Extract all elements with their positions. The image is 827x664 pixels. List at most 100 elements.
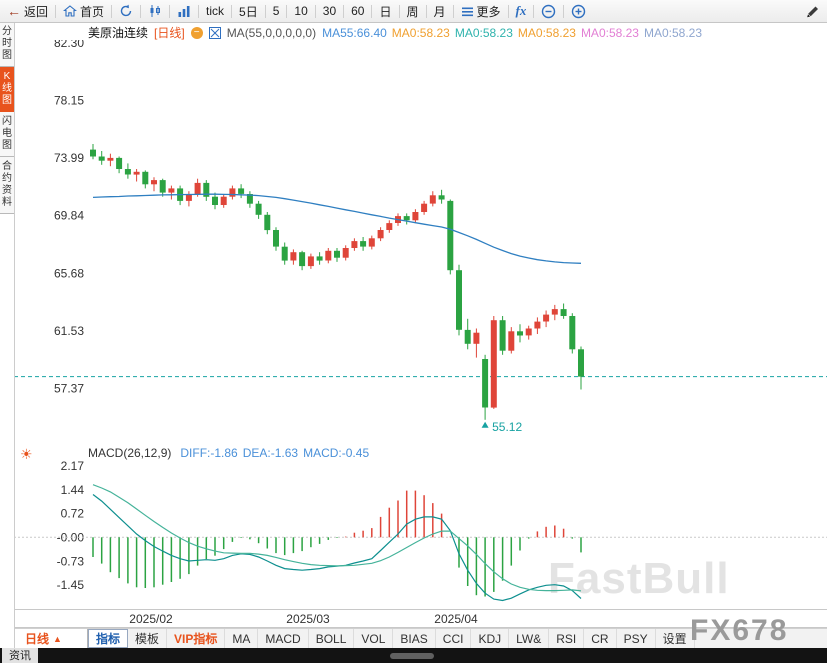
candle-body [168, 188, 175, 193]
candle-body [203, 182, 210, 197]
tab-设置[interactable]: 设置 [656, 629, 695, 648]
candle-body [212, 196, 218, 205]
ma-value: MA0:58.23 [517, 25, 576, 40]
price-axis-label: 61.53 [54, 324, 84, 338]
toolbar-divider [314, 4, 316, 18]
dea-line [92, 484, 582, 592]
tab-CR[interactable]: CR [584, 629, 617, 648]
tab-指标[interactable]: 指标 [88, 629, 129, 648]
ma-value: MA0:58.23 [454, 25, 513, 40]
candle-body [368, 238, 375, 247]
period-5min-button-label: 5 [272, 4, 280, 18]
rail-item-tab[interactable]: 闪电图 [0, 112, 14, 157]
fx-indicator-button[interactable]: fx [509, 0, 534, 22]
candle-body [578, 349, 584, 377]
zoom-in-button[interactable] [564, 0, 593, 22]
tab-BIAS[interactable]: BIAS [393, 629, 436, 648]
kline-chart-button[interactable] [141, 0, 169, 22]
candle-body [281, 246, 288, 261]
period-30min-button[interactable]: 30 [316, 0, 343, 22]
tab-RSI[interactable]: RSI [549, 629, 585, 648]
candle-body [499, 320, 506, 351]
tab-CCI[interactable]: CCI [436, 629, 472, 648]
candle-body [255, 203, 262, 215]
tab-VOL[interactable]: VOL [354, 629, 394, 648]
rail-item-active[interactable]: K线图 [0, 67, 14, 112]
tab-MACD[interactable]: MACD [258, 629, 309, 648]
price-axis-label: 57.37 [54, 382, 84, 396]
rail-item-tab[interactable]: 合约资料 [0, 157, 14, 214]
rail-item-tab[interactable]: 分时图 [0, 22, 14, 67]
toolbar-divider [507, 4, 509, 18]
candle-body [116, 157, 123, 169]
period-10min-button[interactable]: 10 [287, 0, 314, 22]
kline-icon [148, 4, 162, 18]
candle-body [447, 200, 454, 271]
collapse-icon[interactable]: − [190, 26, 203, 39]
macd-values: DIFF:-1.86 DEA:-1.63 MACD:-0.45 [180, 446, 374, 460]
candle-body [473, 332, 480, 344]
volume-chart-button[interactable] [170, 0, 198, 22]
macd-axis-label: 1.44 [61, 483, 85, 497]
zoom-out-button[interactable] [534, 0, 563, 22]
candle-body [490, 320, 497, 408]
tab-VIP指标[interactable]: VIP指标 [167, 629, 226, 648]
toolbar-divider [111, 4, 113, 18]
candle-body [429, 195, 436, 204]
back-button-label: 返回 [24, 4, 49, 19]
candle-body [90, 149, 96, 157]
tab-KDJ[interactable]: KDJ [471, 629, 510, 648]
candle-body [551, 309, 558, 315]
toolbar-divider [169, 4, 171, 18]
tab-LW&[interactable]: LW& [509, 629, 550, 648]
tab-模板[interactable]: 模板 [128, 629, 168, 648]
macd-chart[interactable]: 2.171.440.72-0.00-0.73-1.45 [14, 460, 827, 610]
candle-body [360, 241, 367, 247]
period-60min-button[interactable]: 60 [344, 0, 371, 22]
toolbar-divider [264, 4, 266, 18]
macd-value: MACD:-0.45 [303, 446, 370, 460]
x-axis: 2025/02 2025/03 2025/04 [14, 609, 827, 628]
period-month-button[interactable]: 月 [427, 0, 453, 22]
candle-body [386, 223, 393, 230]
toolbar-divider [398, 4, 400, 18]
candle-body [151, 180, 157, 185]
period-30min-button-label: 30 [322, 4, 337, 18]
macd-header: MACD(26,12,9) DIFF:-1.86 DEA:-1.63 MACD:-0… [88, 446, 374, 460]
candle-body [421, 203, 428, 212]
candle-body [560, 309, 567, 316]
diff-line [92, 494, 582, 602]
refresh-button[interactable] [112, 0, 140, 22]
price-axis-label: 82.30 [54, 40, 84, 50]
fx-indicator-button-label: fx [515, 3, 527, 18]
candle-body [377, 230, 384, 239]
candle-body [525, 328, 532, 336]
left-rail: 分时图 K线图 闪电图 合约资料 [0, 22, 15, 648]
tab-BOLL[interactable]: BOLL [309, 629, 355, 648]
draw-button[interactable] [798, 0, 827, 22]
macd-axis-label: -1.45 [57, 578, 85, 592]
tab-PSY[interactable]: PSY [617, 629, 656, 648]
period-day-button[interactable]: 日 [372, 0, 398, 22]
price-chart[interactable]: 82.30 78.15 73.99 69.84 65.68 61.53 57.37 55.12 [14, 40, 827, 445]
chevron-up-icon: ▲ [53, 633, 62, 644]
period-5day-button[interactable]: 5日 [232, 0, 265, 22]
theme-sun-icon[interactable]: ☀ [20, 446, 33, 462]
candle-body [316, 256, 323, 261]
ma-indicator-icon[interactable] [208, 26, 221, 39]
period-selector[interactable]: 日线 ▲ [0, 629, 88, 648]
top-toolbar: ← 返回 首页 tick 5日 5 10 30 60 日周月 更多 fx [0, 0, 827, 23]
more-button[interactable]: 更多 [454, 0, 508, 22]
zoom-in-icon [571, 4, 586, 19]
candle-body [273, 230, 279, 247]
bottom-status-bar: 资讯 [0, 648, 827, 663]
home-button[interactable]: 首页 [56, 0, 111, 22]
ma-values: MA55:66.40 MA0:58.23 MA0:58.23 MA0:58.23 MA0… [322, 26, 707, 40]
period-week-button[interactable]: 周 [400, 0, 426, 22]
scrollbar-thumb[interactable] [390, 653, 434, 659]
tab-MA[interactable]: MA [225, 629, 259, 648]
tick-period-button[interactable]: tick [199, 0, 231, 22]
news-tab[interactable]: 资讯 [2, 648, 38, 663]
back-button[interactable]: ← 返回 [0, 0, 55, 22]
period-5min-button[interactable]: 5 [266, 0, 287, 22]
